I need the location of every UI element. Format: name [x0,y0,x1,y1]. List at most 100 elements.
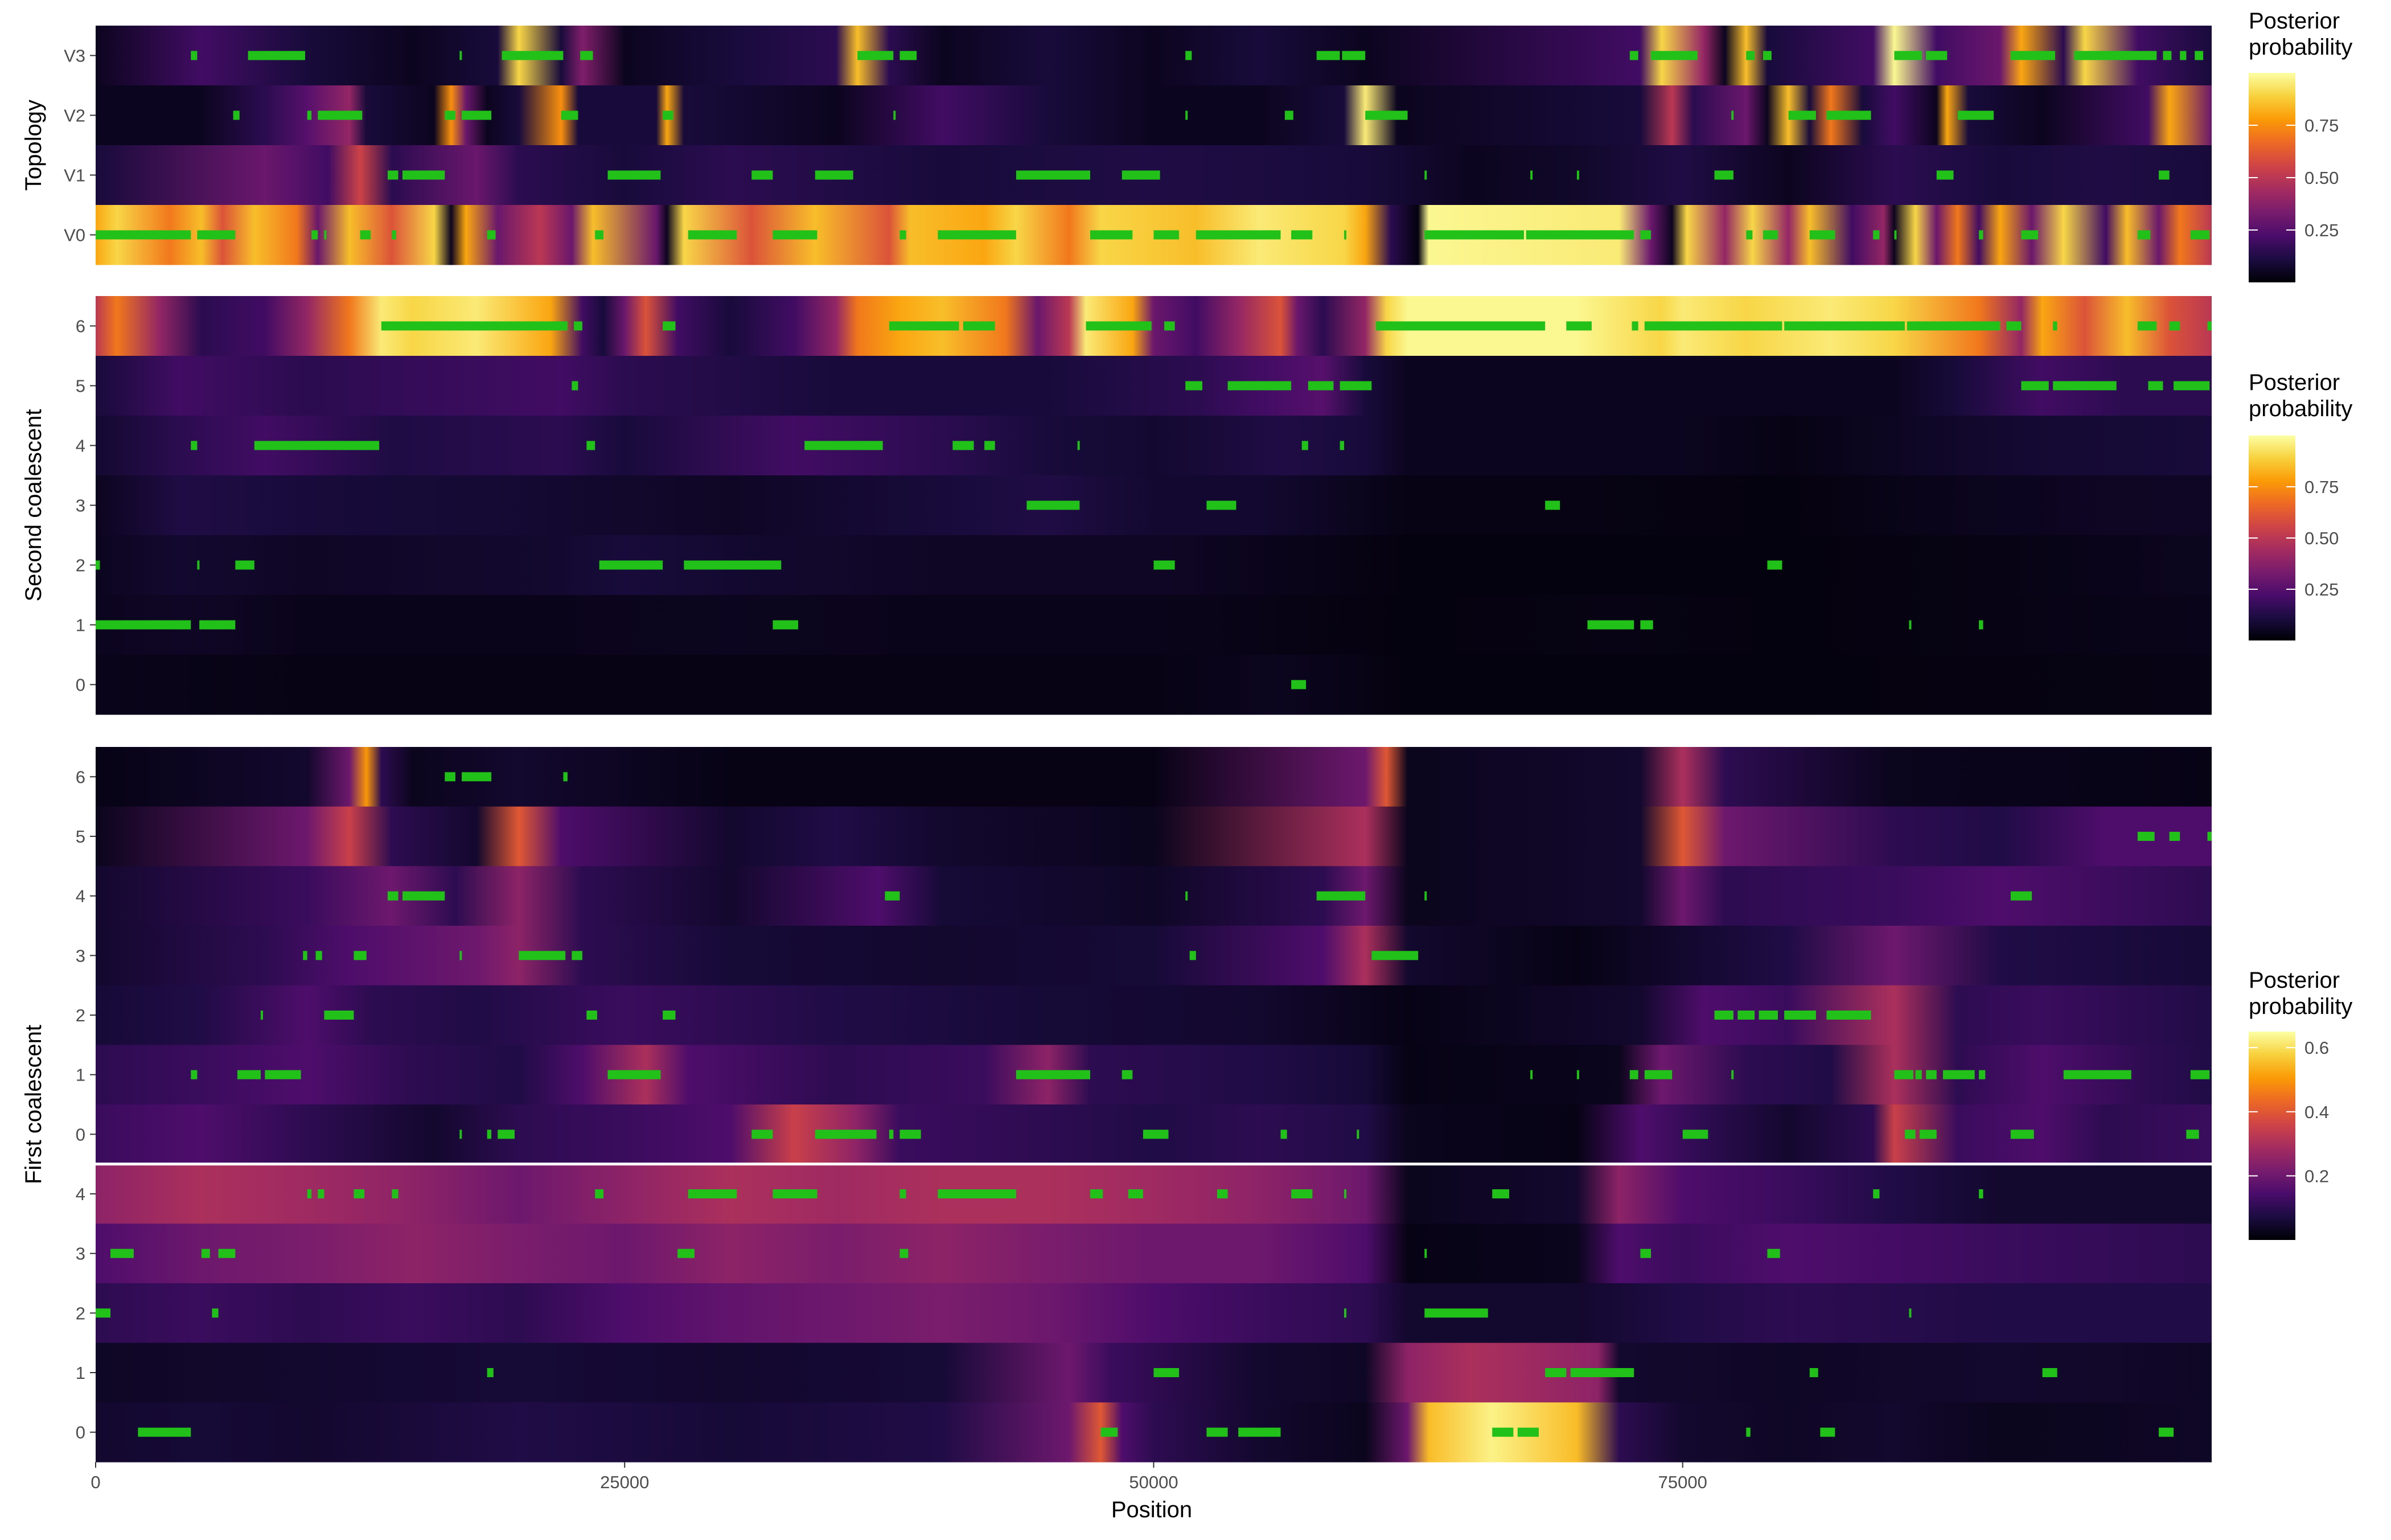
truth-segment [773,230,817,240]
truth-segment [1926,51,1948,60]
truth-segment [265,1070,301,1079]
legend-title: probability [2249,994,2352,1019]
heatmap-row [96,85,2212,146]
truth-segment [1517,1427,1539,1437]
truth-segment [751,170,773,180]
truth-segment [773,620,799,630]
truth-segment [1316,51,1340,60]
truth-segment [96,560,100,570]
truth-segment [1375,321,1546,331]
truth-segment [1820,1427,1835,1437]
truth-segment [1090,230,1133,240]
truth-segment [889,1130,894,1139]
truth-segment [2010,51,2055,60]
truth-segment [1365,110,1408,120]
truth-segment [2053,381,2117,391]
colorbar-tick-label: 0.6 [2304,1038,2329,1058]
truth-segment [1344,230,1347,240]
truth-segment [773,1189,817,1198]
truth-segment [663,110,673,120]
truth-segment [462,110,492,120]
truth-segment [1424,1249,1427,1258]
truth-segment [2021,381,2049,391]
truth-segment [572,951,582,960]
truth-segment [561,110,578,120]
colorbar-tick-label: 0.50 [2304,168,2339,188]
truth-segment [199,620,236,630]
truth-segment [1894,230,1897,240]
truth-segment [197,230,236,240]
truth-segment [191,1070,198,1079]
heatmap-row [96,1164,2212,1224]
truth-segment [2180,51,2187,60]
truth-segment [1784,321,1905,331]
truth-segment [563,772,568,782]
truth-segment [899,1189,906,1198]
truth-segment [899,51,917,60]
truth-segment [1576,1070,1579,1079]
legend-title: probability [2249,396,2352,421]
truth-segment [1763,230,1778,240]
colorbar-tick-label: 0.75 [2304,116,2339,135]
truth-segment [663,1011,676,1020]
truth-segment [1640,1249,1651,1258]
colorbar-tick-label: 0.75 [2304,477,2339,497]
truth-segment [684,560,782,570]
truth-segment [1576,170,1579,180]
y-tick-label: 5 [76,376,85,396]
truth-segment [1206,1427,1228,1437]
truth-segment [1153,1368,1180,1377]
truth-segment [315,951,322,960]
truth-segment [1189,951,1196,960]
truth-segment [1492,1189,1509,1198]
truth-segment [392,1189,398,1198]
y-tick-label: 1 [76,1363,85,1383]
y-tick-label: V0 [64,225,85,245]
truth-segment [402,891,445,901]
truth-segment [899,230,906,240]
truth-segment [2063,1070,2131,1079]
truth-segment [487,1368,494,1377]
truth-segment [1164,321,1175,331]
truth-segment [303,951,307,960]
legend-title: Posterior [2249,968,2340,993]
y-tick-label: 0 [76,1423,85,1443]
heatmap-row [96,26,2212,86]
truth-segment [2137,832,2155,841]
truth-segment [1371,951,1419,960]
heatmap-row [96,985,2212,1045]
truth-segment [260,1011,263,1020]
colorbar [2249,1032,2295,1240]
truth-segment [1926,1070,1937,1079]
truth-segment [1809,230,1835,240]
truth-segment [1587,620,1634,630]
truth-segment [1936,170,1954,180]
y-tick-label: 6 [76,317,85,336]
truth-segment [2186,1130,2199,1139]
truth-segment [387,891,398,901]
y-axis-title: Second coalescent [21,409,46,601]
truth-segment [963,321,995,331]
truth-segment [574,321,582,331]
truth-segment [1153,560,1175,570]
truth-segment [1566,321,1592,331]
truth-segment [885,891,900,901]
truth-segment [2195,51,2204,60]
truth-segment [1746,1427,1751,1437]
truth-segment [1763,51,1772,60]
truth-segment [1905,1130,1916,1139]
truth-segment [889,321,959,331]
truth-segment [586,441,595,450]
truth-segment [663,321,676,331]
heatmap-row [96,1402,2212,1463]
truth-segment [893,110,896,120]
truth-segment [1227,381,1292,391]
truth-segment [324,1011,354,1020]
heatmap-row [96,356,2212,416]
heatmap-row [96,416,2212,476]
truth-segment [1344,891,1366,901]
truth-segment [1100,1427,1118,1437]
truth-segment [899,1249,909,1258]
